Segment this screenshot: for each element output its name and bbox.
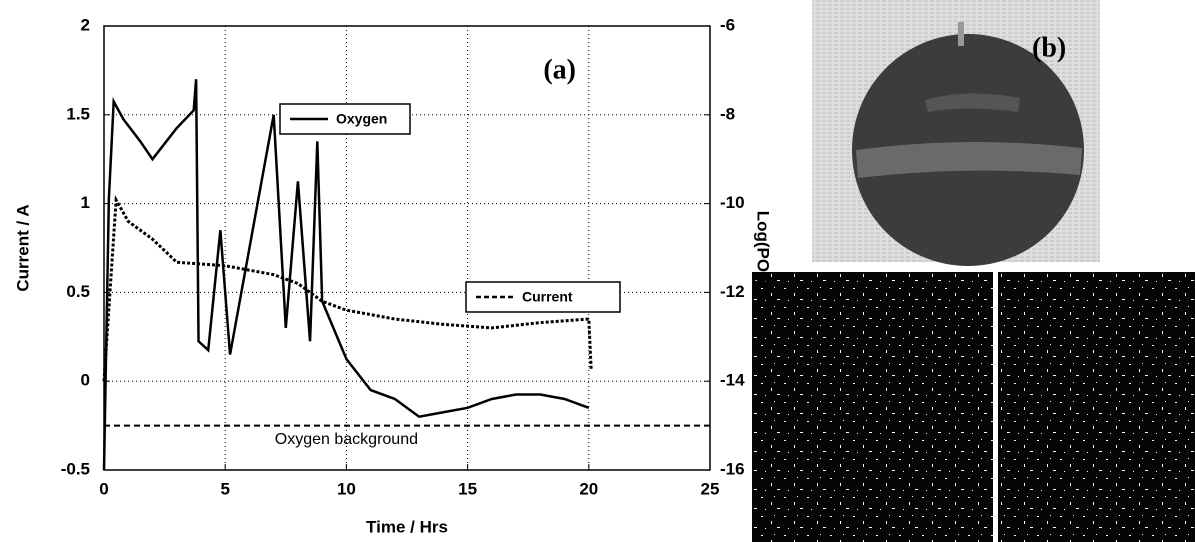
y-tick-label: 2 xyxy=(81,15,90,34)
x-tick-label: 25 xyxy=(701,479,720,498)
y2-tick-label: -12 xyxy=(720,282,745,301)
y-tick-label: 1.5 xyxy=(66,104,90,123)
y-tick-label: -0.5 xyxy=(61,459,90,478)
x-tick-label: 15 xyxy=(458,479,477,498)
y-tick-label: 1 xyxy=(81,193,90,212)
x-tick-label: 0 xyxy=(99,479,108,498)
y2-tick-label: -8 xyxy=(720,104,735,123)
y-axis-label: Current / A xyxy=(13,204,32,291)
y2-tick-label: -14 xyxy=(720,371,745,390)
photo-panel: (b) xyxy=(752,0,1195,542)
series-line xyxy=(102,194,593,382)
legend-box xyxy=(279,103,411,135)
y-tick-label: 0 xyxy=(81,371,90,390)
y-tick-label: 0.5 xyxy=(66,282,90,301)
sample-band xyxy=(856,141,1082,178)
panel-label: (b) xyxy=(1032,32,1066,63)
sample-wire xyxy=(958,22,964,46)
x-tick-label: 20 xyxy=(579,479,598,498)
x-tick-label: 10 xyxy=(337,479,356,498)
micrograph-right-texture xyxy=(998,272,1195,542)
legend-label: Oxygen xyxy=(336,111,387,127)
sample-mark xyxy=(925,93,1020,112)
panel-label: (a) xyxy=(543,54,576,85)
x-axis-label: Time / Hrs xyxy=(366,517,448,536)
series-line xyxy=(102,79,590,471)
y2-axis-label: Log(PO₂) xyxy=(754,211,773,286)
x-tick-label: 5 xyxy=(220,479,229,498)
y2-tick-label: -10 xyxy=(720,193,745,212)
y2-tick-label: -6 xyxy=(720,15,735,34)
legend-label: Current xyxy=(522,289,573,305)
plot-area xyxy=(103,25,711,471)
annotation: Oxygen background xyxy=(275,431,418,448)
micrograph-left-texture xyxy=(752,272,993,542)
legend-box xyxy=(465,281,621,313)
y2-tick-label: -16 xyxy=(720,459,745,478)
